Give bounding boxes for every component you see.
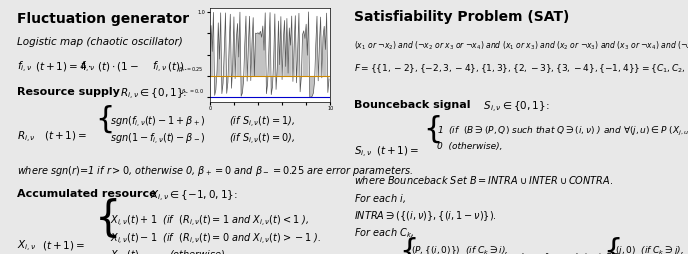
Text: 1  (if  $( B \ni(P, Q)$ such that $Q \ni(i,\nu)$ ) and $\forall (j,u) \in P$ $(X: 1 (if $( B \ni(P, Q)$ such that $Q \ni(i…	[437, 124, 688, 138]
Text: $f_{i,\nu}$: $f_{i,\nu}$	[80, 60, 96, 75]
Text: $sgn( 1 - f_{i,\nu}(t) - \beta_-)$: $sgn( 1 - f_{i,\nu}(t) - \beta_-)$	[110, 132, 206, 147]
Text: $S_{i,\nu}$: $S_{i,\nu}$	[354, 145, 372, 160]
Text: $(t+1) =$: $(t+1) =$	[376, 145, 419, 157]
Text: Fluctuation generator: Fluctuation generator	[17, 12, 189, 26]
Text: $X_{i,\nu}(t)$          (otherwise).: $X_{i,\nu}(t)$ (otherwise).	[110, 249, 228, 254]
Text: For each $i$,: For each $i$,	[354, 192, 406, 205]
Text: Logistic map (chaotic oscillator): Logistic map (chaotic oscillator)	[17, 37, 182, 47]
Text: $(x_1$ or $\neg x_2)$ and $(\neg x_2$ or $x_3$ or $\neg x_4)$ and $(x_1$ or $x_3: $(x_1$ or $\neg x_2)$ and $(\neg x_2$ or…	[354, 40, 688, 52]
Text: $(P, \{(i,0)\})$  (if $C_k \ni i$),: $(P, \{(i,0)\})$ (if $C_k \ni i$),	[411, 244, 509, 254]
Text: {: {	[96, 198, 122, 240]
Text: $X_{i,\nu}(t) - 1$  (if  $( R_{i,\nu}(t){=}0$ and $X_{i,\nu}(t) > -1$ ).: $X_{i,\nu}(t) - 1$ (if $( R_{i,\nu}(t){=…	[110, 232, 321, 247]
Text: {: {	[96, 105, 115, 134]
Text: $F = \{\{1,-2\},\{-2,3,-4\},\{1,3\},\{2,-3\},\{3,-4\},\{-1,4\}\} = \{C_1, C_2, .: $F = \{\{1,-2\},\{-2,3,-4\},\{1,3\},\{2,…	[354, 62, 688, 75]
Text: $\beta_-=0.0$: $\beta_-=0.0$	[181, 87, 204, 97]
Text: {: {	[400, 237, 419, 254]
Text: Accumulated resource: Accumulated resource	[17, 189, 156, 199]
Text: {: {	[423, 115, 442, 144]
Text: $(t) ).$: $(t) ).$	[167, 60, 188, 73]
Text: $(j,0)$  (if $C_k \ni j$),: $(j,0)$ (if $C_k \ni j$),	[616, 244, 685, 254]
Text: $R_{i,\nu}$: $R_{i,\nu}$	[17, 130, 36, 145]
Text: $(t+1) =$: $(t+1) =$	[43, 130, 87, 142]
Text: where for each $j \neq i$, $P \ni$: where for each $j \neq i$, $P \ni$	[513, 251, 621, 254]
Text: $(t) \cdot ( 1 -$: $(t) \cdot ( 1 -$	[97, 60, 139, 73]
Text: Satisfiability Problem (SAT): Satisfiability Problem (SAT)	[354, 10, 570, 24]
Text: $f_{i,\nu}$: $f_{i,\nu}$	[17, 60, 32, 75]
Text: $R_{i,\nu} \in \{0,1\}$:: $R_{i,\nu} \in \{0,1\}$:	[114, 87, 186, 102]
Text: $(t+1) =$: $(t+1) =$	[42, 239, 85, 252]
Text: $X_{i,\nu}$: $X_{i,\nu}$	[17, 239, 36, 254]
Text: Resource supply: Resource supply	[17, 87, 120, 97]
Text: {: {	[603, 237, 623, 254]
Text: For each $C_k$,: For each $C_k$,	[354, 227, 414, 240]
Text: (if $S_{i,\nu}(t) = 0$),: (if $S_{i,\nu}(t) = 0$),	[229, 132, 294, 147]
Text: $X_{i,\nu}(t) + 1$  (if  $( R_{i,\nu}(t){=}1$ and $X_{i,\nu}(t) < 1$ ),: $X_{i,\nu}(t) + 1$ (if $( R_{i,\nu}(t){=…	[110, 214, 310, 229]
Text: $(t+1) = 4 \cdot$: $(t+1) = 4 \cdot$	[35, 60, 92, 73]
Text: (if $S_{i,\nu}(t) = 1$),: (if $S_{i,\nu}(t) = 1$),	[229, 115, 294, 130]
Text: Bounceback signal: Bounceback signal	[354, 100, 471, 110]
Text: $X_{i,\nu} \in \{-1, 0, 1\}$:: $X_{i,\nu} \in \{-1, 0, 1\}$:	[144, 189, 237, 204]
Text: $S_{i,\nu} \in \{0,1\}$:: $S_{i,\nu} \in \{0,1\}$:	[477, 100, 550, 115]
Text: $\mathit{INTRA} \ni (\{(i,\nu)\}, \{(i,1-\nu)\}).$: $\mathit{INTRA} \ni (\{(i,\nu)\}, \{(i,1…	[354, 209, 497, 223]
Text: $f_{i,\nu}$: $f_{i,\nu}$	[152, 60, 167, 75]
Text: where $sgn(r)$=1 if $r > 0$, otherwise 0, $\beta_+=0$ and $\beta_-=0.25$ are err: where $sgn(r)$=1 if $r > 0$, otherwise 0…	[17, 164, 413, 178]
Text: where Bounceback Set $B = \mathit{INTRA} \cup \mathit{INTER} \cup \mathit{CONTRA: where Bounceback Set $B = \mathit{INTRA}…	[354, 174, 614, 186]
Text: $\beta_+=0.25$: $\beta_+=0.25$	[178, 65, 204, 74]
Text: 0  (otherwise),: 0 (otherwise),	[437, 142, 502, 151]
Text: $sgn( f_{i,\nu}(t) - 1 + \beta_+)$: $sgn( f_{i,\nu}(t) - 1 + \beta_+)$	[110, 115, 206, 130]
